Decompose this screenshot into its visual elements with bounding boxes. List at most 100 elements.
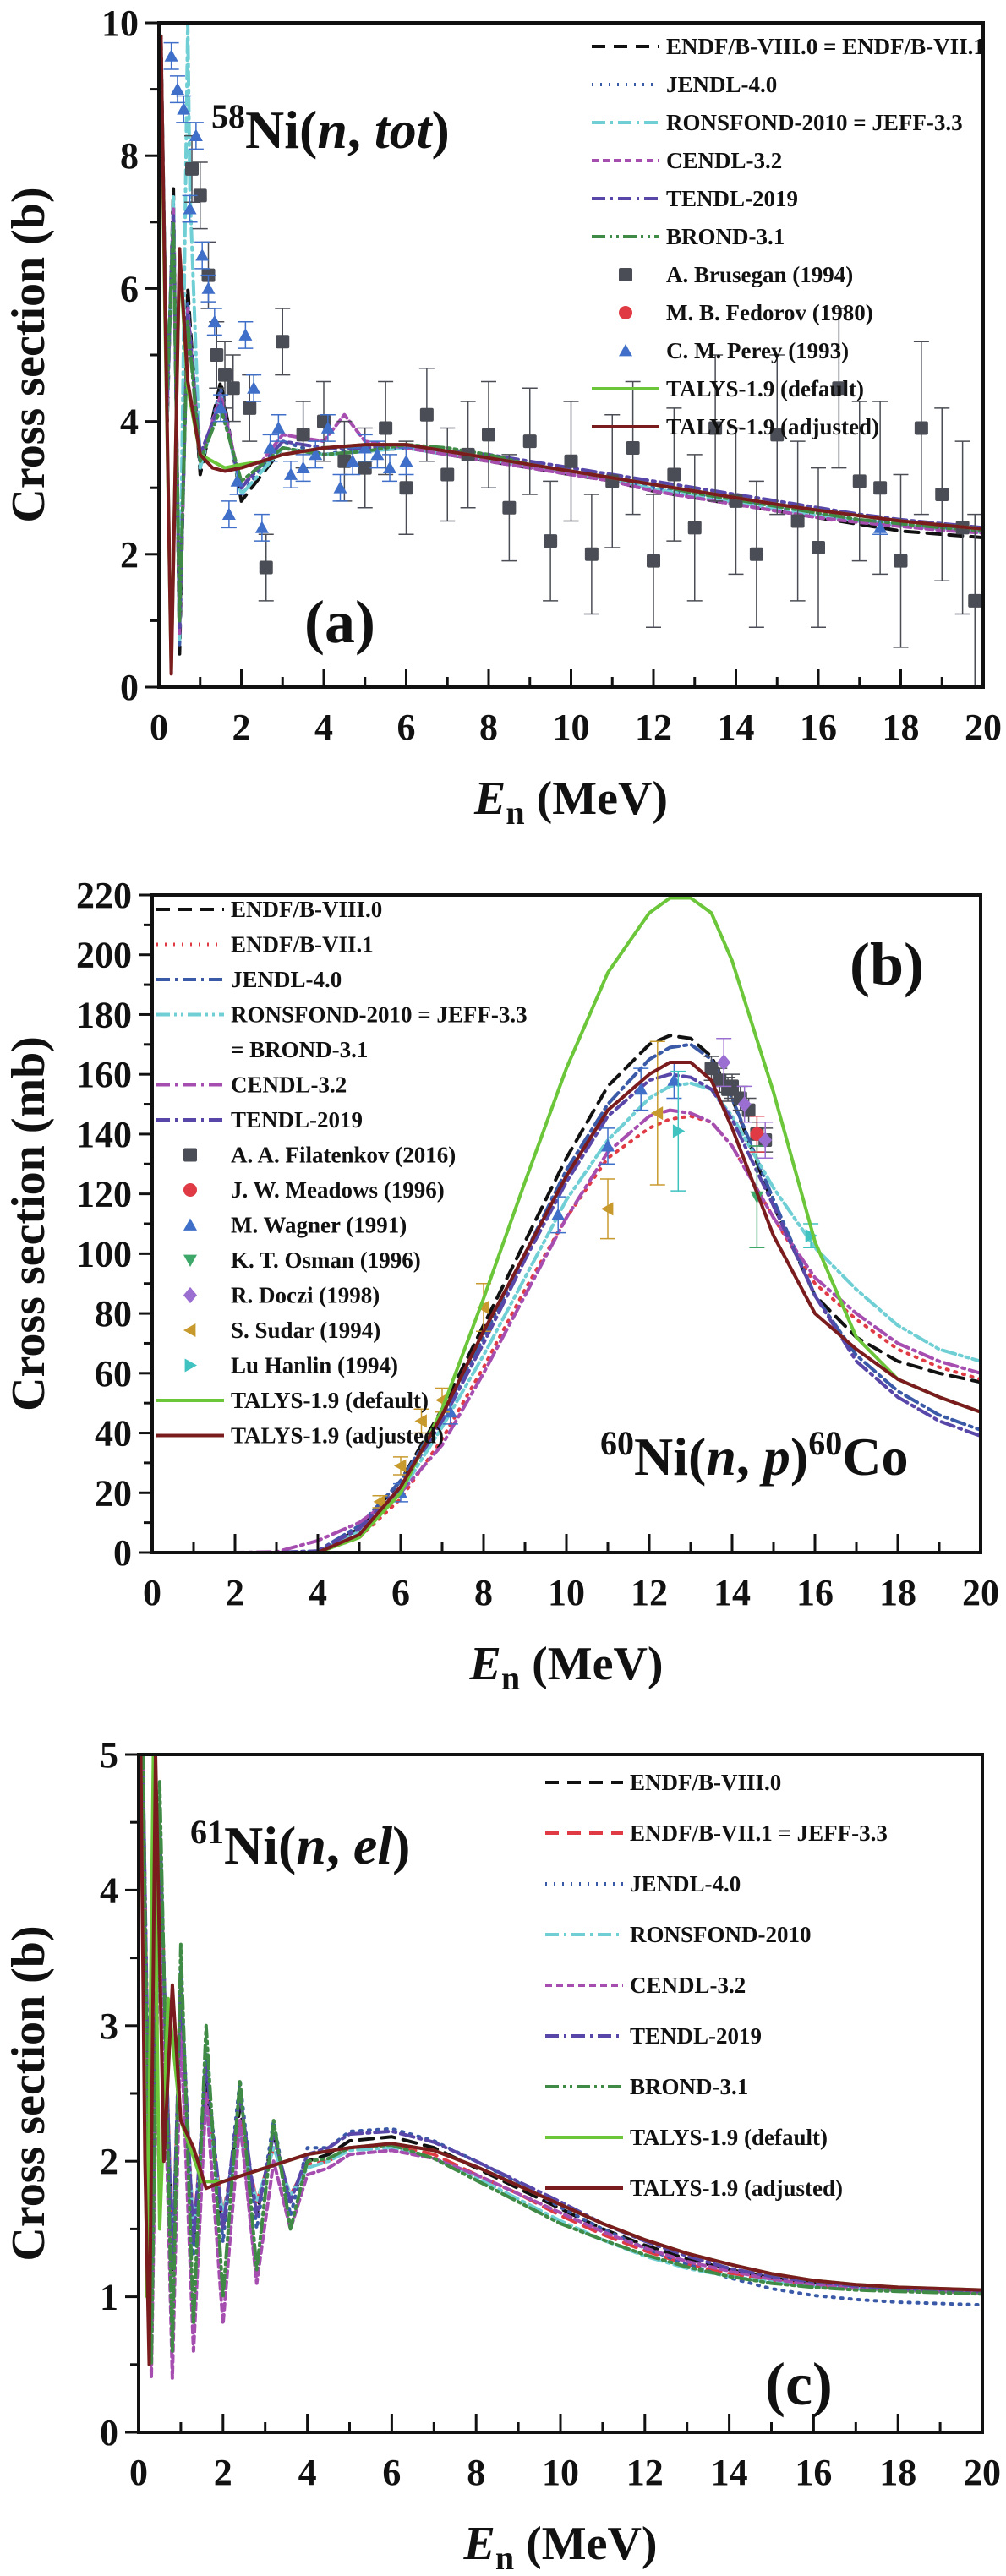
x-tick-label: 4 <box>309 1572 327 1613</box>
y-tick-label: 100 <box>76 1233 132 1274</box>
data-point <box>284 467 298 480</box>
data-point <box>601 1202 614 1216</box>
y-tick-label: 140 <box>76 1114 132 1155</box>
x-tick-label: 2 <box>226 1572 244 1613</box>
data-point <box>812 540 825 554</box>
legend-item: ENDF/B-VIII.0 <box>545 1770 781 1795</box>
legend-label: ENDF/B-VII.1 = JEFF-3.3 <box>630 1820 888 1846</box>
legend-label: K. T. Osman (1996) <box>231 1247 421 1273</box>
data-point <box>650 1106 664 1121</box>
data-point <box>750 1127 764 1141</box>
x-tick-label: 8 <box>467 2452 485 2493</box>
y-tick-label: 6 <box>120 268 139 309</box>
x-tick-label: 8 <box>479 707 498 748</box>
legend-item: TALYS-1.9 (default) <box>592 376 864 401</box>
legend-item: ENDF/B-VII.1 = JEFF-3.3 <box>545 1820 888 1846</box>
legend-label-continued: = BROND-3.1 <box>231 1037 368 1062</box>
legend-label: RONSFOND-2010 = JEFF-3.3 <box>231 1002 528 1028</box>
legend-label: CENDL-3.2 <box>630 1973 746 1998</box>
data-point <box>968 593 982 608</box>
legend-label: TENDL-2019 <box>231 1107 363 1132</box>
y-axis-title: Cross section (mb) <box>3 1036 55 1411</box>
series-8-markers <box>163 41 888 542</box>
data-point <box>320 421 335 434</box>
data-point <box>647 554 660 568</box>
series-line-8 <box>139 1755 982 2366</box>
data-point <box>346 454 360 467</box>
data-point <box>296 428 310 442</box>
chart-panel-b: 0 2 4 6 8 10 12 14 16 18 2002040608010012014016018… <box>3 875 999 1697</box>
x-tick-label: 18 <box>879 2452 916 2493</box>
data-point <box>373 1494 385 1509</box>
legend-item: J. W. Meadows (1996) <box>183 1177 445 1203</box>
legend-label: TENDL-2019 <box>630 2023 762 2049</box>
y-tick-label: 1 <box>100 2277 118 2318</box>
y-tick-label: 220 <box>76 875 132 916</box>
y-tick-label: 4 <box>100 1869 118 1911</box>
data-point <box>170 82 184 95</box>
legend-item: K. T. Osman (1996) <box>183 1247 421 1273</box>
x-tick-label: 10 <box>548 1572 585 1613</box>
legend-item: A. Brusegan (1994) <box>619 262 853 287</box>
x-tick-label: 20 <box>964 2452 1001 2493</box>
data-point <box>230 474 244 487</box>
x-axis-title: En (MeV) <box>468 1638 663 1697</box>
x-tick-label: 4 <box>314 707 333 748</box>
x-tick-label: 10 <box>542 2452 579 2493</box>
legend-label: Lu Hanlin (1994) <box>231 1353 398 1378</box>
legend-item: TENDL-2019 <box>592 186 798 211</box>
x-tick-label: 0 <box>150 707 168 748</box>
panel-label: (b) <box>850 931 924 998</box>
legend-item: R. Doczi (1998) <box>183 1283 380 1308</box>
x-tick-label: 18 <box>883 707 920 748</box>
legend: ENDF/B-VIII.0 = ENDF/B-VII.1 JENDL-4.0 RON… <box>592 34 985 439</box>
x-tick-label: 8 <box>474 1572 493 1613</box>
data-point <box>873 521 888 533</box>
legend-item: TALYS-1.9 (default) <box>156 1388 429 1413</box>
legend-marker <box>183 1286 197 1304</box>
data-point <box>873 481 888 495</box>
legend-item: BROND-3.1 <box>592 224 785 249</box>
x-tick-label: 6 <box>382 2452 401 2493</box>
data-point <box>414 1414 427 1428</box>
data-point <box>183 202 197 215</box>
legend-marker <box>183 1183 197 1197</box>
y-tick-label: 120 <box>76 1174 132 1215</box>
legend-label: R. Doczi (1998) <box>231 1283 380 1308</box>
data-point <box>243 401 257 415</box>
legend: ENDF/B-VIII.0 ENDF/B-VII.1 JENDL-4.0 RONSFO… <box>156 897 528 1449</box>
data-point <box>238 328 253 341</box>
reaction-label: 58Ni(n, tot) <box>211 97 450 160</box>
panel-label: (a) <box>304 588 375 656</box>
data-point <box>790 514 805 528</box>
series-line-2 <box>159 23 983 642</box>
legend-item: A. A. Filatenkov (2016) <box>183 1143 456 1168</box>
legend-item: TALYS-1.9 (adjusted) <box>592 414 879 439</box>
data-point <box>708 421 723 435</box>
data-point <box>254 521 269 533</box>
data-point <box>749 547 763 561</box>
data-point <box>551 1208 566 1220</box>
x-tick-label: 20 <box>965 707 1002 748</box>
data-point <box>189 128 203 142</box>
legend-item: TALYS-1.9 (adjusted) <box>156 1423 444 1449</box>
legend-item: ENDF/B-VII.1 <box>156 932 374 958</box>
data-point <box>502 500 517 515</box>
y-tick-label: 180 <box>76 994 132 1035</box>
legend-item: TENDL-2019 <box>545 2023 762 2049</box>
data-point <box>309 447 323 461</box>
data-point <box>717 1054 731 1071</box>
plot-area <box>152 896 981 1553</box>
legend-item: C. M. Perey (1993) <box>619 338 849 363</box>
legend-item: ENDF/B-VIII.0 <box>156 897 382 922</box>
data-point <box>259 560 273 575</box>
legend-label: TALYS-1.9 (adjusted) <box>666 414 879 439</box>
legend-item: CENDL-3.2 <box>545 1973 746 1998</box>
data-point <box>399 481 413 495</box>
y-tick-label: 2 <box>100 2141 118 2182</box>
series-line-14 <box>152 1061 981 1553</box>
x-tick-label: 16 <box>800 707 837 748</box>
legend-label: S. Sudar (1994) <box>231 1318 380 1343</box>
data-point <box>226 381 240 396</box>
legend-marker <box>183 1323 196 1337</box>
